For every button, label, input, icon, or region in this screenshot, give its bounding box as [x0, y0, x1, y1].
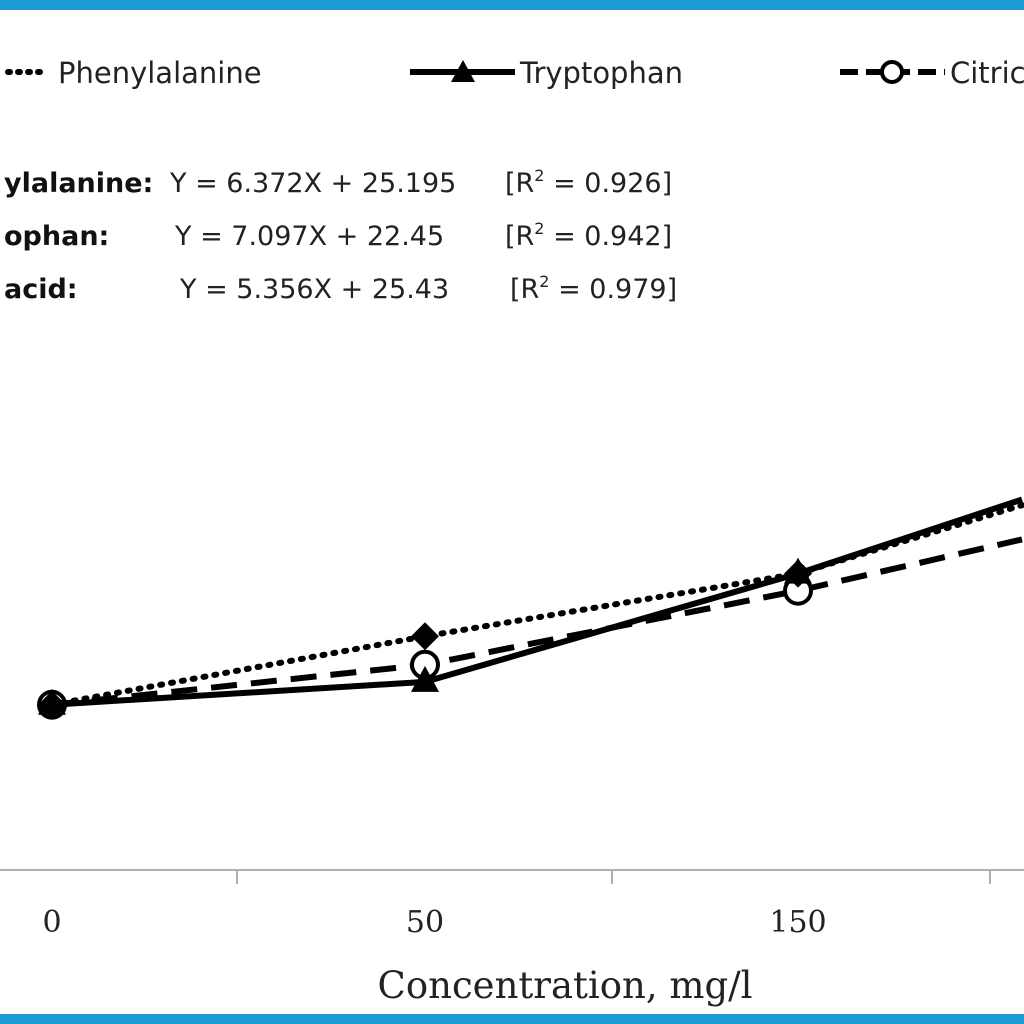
data-point-tryptophan [784, 557, 812, 584]
equation-row-tryptophan: ophan: Y = 7.097X + 22.45 [R2 = 0.942] [4, 219, 672, 252]
top-frame-bar [0, 0, 1024, 10]
series-tryptophan [38, 496, 1023, 715]
equation-name: ylalanine: [4, 168, 153, 199]
legend-item-citric: Citric [840, 56, 1024, 90]
series-layer [37, 496, 1024, 720]
equation-formula: Y = 5.356X + 25.43 [179, 274, 449, 305]
equation-row-citric-acid: acid: Y = 5.356X + 25.43 [R2 = 0.979] [4, 272, 677, 305]
series-citric [37, 536, 1023, 720]
legend-label-citric: Citric [950, 56, 1024, 90]
equation-r-squared: [R2 = 0.979] [510, 272, 677, 305]
x-axis-ticks: 0 50 150 [42, 870, 991, 940]
legend-label-phenylalanine: Phenylalanine [58, 56, 262, 90]
chart-legend: Phenylalanine Tryptophan Citric [5, 56, 1024, 90]
regression-equations: ylalanine: Y = 6.372X + 25.195 [R2 = 0.9… [4, 166, 677, 305]
x-axis-title: Concentration, mg/l [378, 964, 753, 1007]
series-phenylalanine [38, 502, 1024, 719]
x-axis: 0 50 150 Concentration, mg/l [0, 869, 1024, 1007]
legend-item-phenylalanine: Phenylalanine [5, 56, 262, 90]
equation-name: ophan: [4, 221, 109, 252]
equation-formula: Y = 7.097X + 22.45 [174, 221, 444, 252]
x-tick-label: 50 [406, 905, 444, 940]
equation-row-phenylalanine: ylalanine: Y = 6.372X + 25.195 [R2 = 0.9… [4, 166, 672, 199]
series-line-phenylalanine [49, 502, 1024, 708]
equation-r-squared: [R2 = 0.926] [505, 166, 672, 199]
legend-marker-triangle [451, 60, 475, 82]
legend-marker-circle [880, 60, 904, 84]
equation-name: acid: [4, 274, 78, 305]
equation-r-squared: [R2 = 0.942] [505, 219, 672, 252]
x-tick-label: 150 [769, 905, 826, 940]
bottom-frame-bar [0, 1014, 1024, 1024]
data-point-phenylalanine [411, 622, 439, 651]
equation-formula: Y = 6.372X + 25.195 [169, 168, 456, 199]
legend-item-tryptophan: Tryptophan [410, 56, 683, 90]
series-line-citric [51, 536, 1023, 708]
series-line-tryptophan [51, 496, 1023, 708]
data-point-tryptophan [411, 665, 439, 692]
data-point-tryptophan [38, 688, 66, 715]
legend-label-tryptophan: Tryptophan [519, 56, 683, 90]
x-tick-label: 0 [42, 905, 61, 940]
